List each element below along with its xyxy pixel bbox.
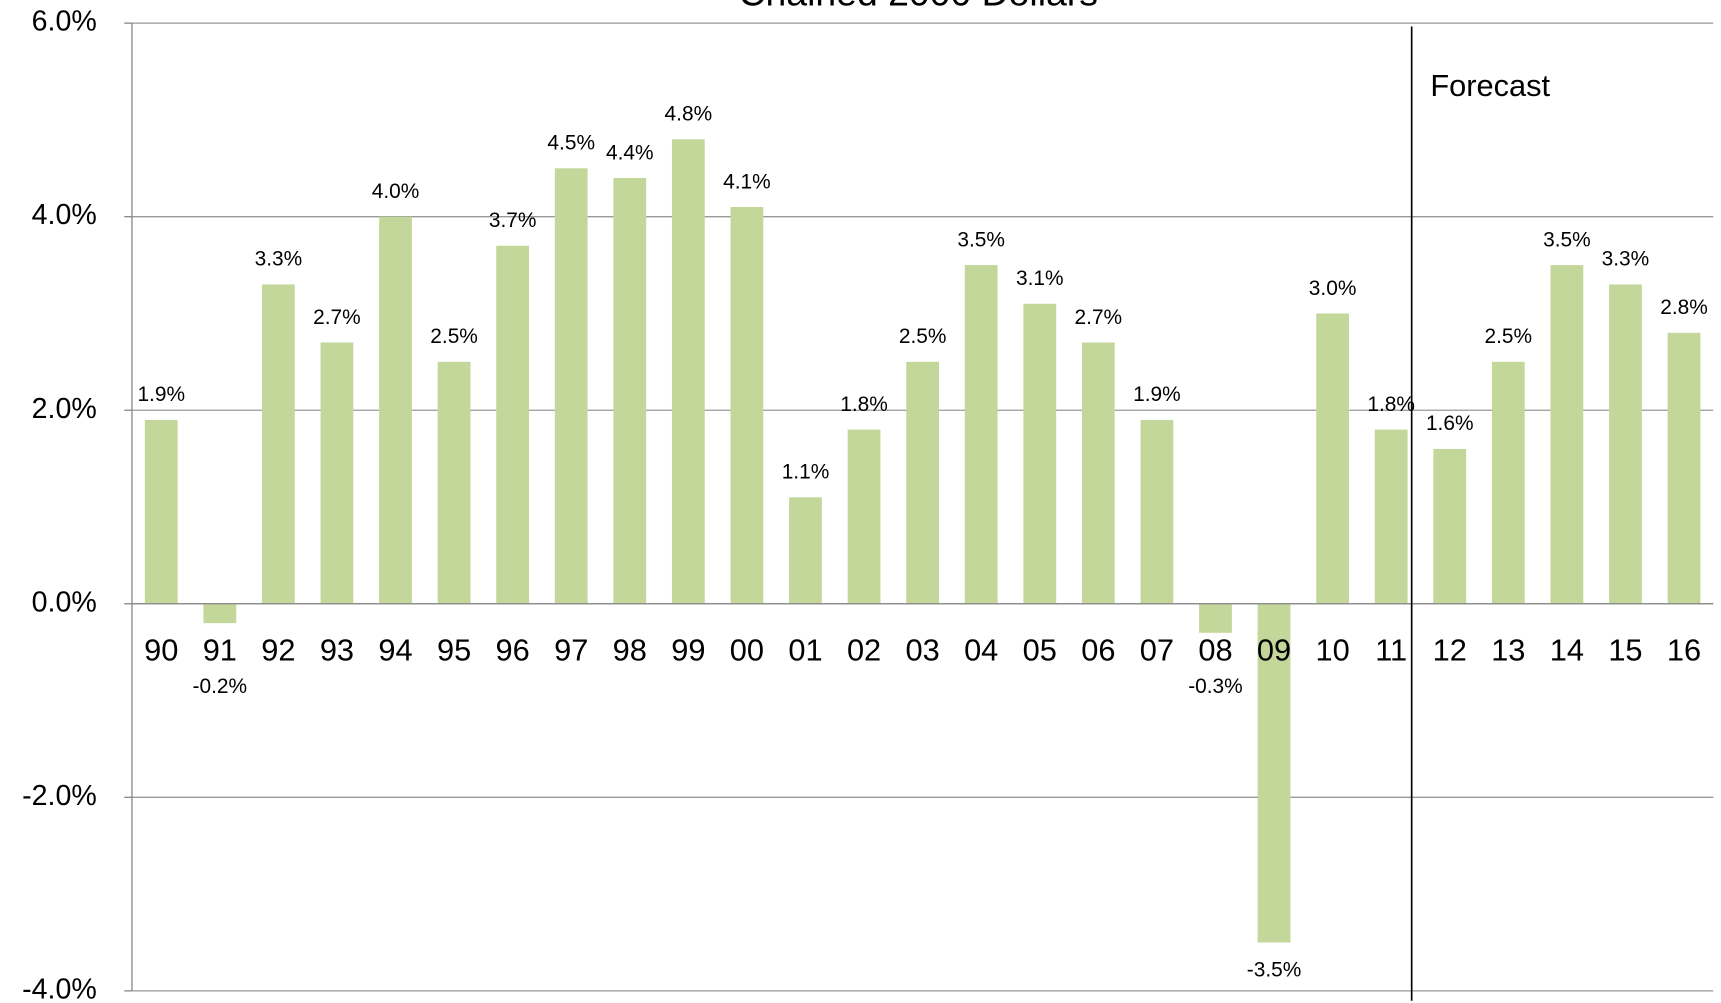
bar: [1609, 284, 1642, 604]
data-label: 1.1%: [782, 461, 830, 484]
x-tick-label: 09: [1257, 632, 1291, 667]
data-label: 3.3%: [255, 248, 303, 271]
y-tick-label: 2.0%: [32, 393, 97, 425]
data-label: 3.5%: [957, 228, 1005, 251]
x-tick-label: 15: [1608, 632, 1642, 667]
bar: [144, 419, 178, 604]
data-label: 2.5%: [899, 325, 947, 348]
x-tick-label: 02: [847, 632, 881, 667]
x-tick-label: 06: [1081, 632, 1115, 667]
x-tick-label: 05: [1023, 632, 1057, 667]
x-tick-label: 92: [261, 632, 295, 667]
data-label: 2.7%: [313, 306, 361, 329]
data-label: 4.8%: [665, 103, 713, 126]
x-tick-label: 99: [671, 632, 705, 667]
x-tick-label: 96: [496, 632, 530, 667]
y-tick-label: -2.0%: [22, 780, 97, 812]
x-tick-label: 95: [437, 632, 471, 667]
x-tick-label: 97: [554, 632, 588, 667]
x-tick-label: 07: [1140, 632, 1174, 667]
x-tick-label: 14: [1550, 632, 1584, 667]
bar: [1023, 303, 1057, 604]
bar: [671, 139, 705, 604]
x-tick-label: 16: [1667, 632, 1701, 667]
x-tick-label: 93: [320, 632, 354, 667]
bar: [203, 603, 237, 624]
bar: [1550, 265, 1584, 604]
x-tick-label: 03: [906, 632, 940, 667]
bar: [1199, 603, 1232, 633]
data-label: 2.8%: [1660, 296, 1708, 319]
data-label: 1.9%: [1133, 383, 1181, 406]
bar: [847, 429, 881, 604]
y-tick-label: 0.0%: [32, 586, 97, 618]
x-tick-label: 94: [378, 632, 412, 667]
x-tick-label: 91: [203, 632, 237, 667]
x-tick-label: 04: [964, 632, 998, 667]
bar: [1257, 603, 1291, 943]
bar: [964, 265, 998, 604]
x-tick-label: 01: [788, 632, 822, 667]
data-label: -3.5%: [1247, 959, 1302, 982]
x-tick-label: 11: [1375, 632, 1407, 667]
data-label: 4.0%: [372, 180, 420, 203]
bar: [554, 168, 588, 604]
data-label: -0.3%: [1188, 675, 1243, 698]
bar: [1374, 429, 1408, 604]
y-tick-label: 4.0%: [32, 199, 97, 231]
bar: [1433, 448, 1467, 604]
x-tick-label: 90: [144, 632, 178, 667]
data-label: 4.5%: [547, 132, 595, 155]
chart-title: Chained 2000 Dollars: [739, 0, 1098, 14]
data-label: 1.9%: [137, 383, 185, 406]
x-tick-label: 98: [613, 632, 647, 667]
y-tick-label: -4.0%: [22, 973, 97, 1003]
data-label: 3.7%: [489, 209, 537, 232]
bar: [261, 284, 295, 604]
bar: [437, 361, 471, 604]
bar: [730, 207, 764, 604]
bar: [1081, 342, 1115, 604]
data-label: 3.3%: [1602, 248, 1650, 271]
x-tick-label: 00: [730, 632, 764, 667]
data-label: 1.6%: [1426, 412, 1474, 435]
bar: [613, 177, 647, 604]
forecast-label: Forecast: [1430, 68, 1550, 103]
data-label: 3.0%: [1309, 277, 1357, 300]
bar: [1140, 419, 1174, 604]
x-tick-label: 12: [1433, 632, 1467, 667]
x-tick-label: 13: [1491, 632, 1525, 667]
bar: [1316, 313, 1350, 604]
data-label: 2.7%: [1075, 306, 1123, 329]
data-label: 1.8%: [1367, 393, 1415, 416]
data-label: 2.5%: [430, 325, 478, 348]
data-label: 3.1%: [1016, 267, 1064, 290]
y-tick-label: 6.0%: [32, 6, 97, 38]
data-label: 4.1%: [723, 170, 771, 193]
data-label: 4.4%: [606, 141, 654, 164]
bar: [906, 361, 940, 604]
data-label: -0.2%: [193, 675, 248, 698]
bar: [379, 216, 412, 604]
bar: [496, 245, 530, 604]
bar: [320, 342, 354, 604]
data-label: 3.5%: [1543, 228, 1591, 251]
bar: [1667, 332, 1701, 604]
x-tick-label: 10: [1315, 632, 1349, 667]
data-label: 2.5%: [1485, 325, 1533, 348]
data-label: 1.8%: [840, 393, 888, 416]
bar: [789, 497, 822, 604]
x-tick-label: 08: [1198, 632, 1232, 667]
bar: [1491, 361, 1525, 604]
